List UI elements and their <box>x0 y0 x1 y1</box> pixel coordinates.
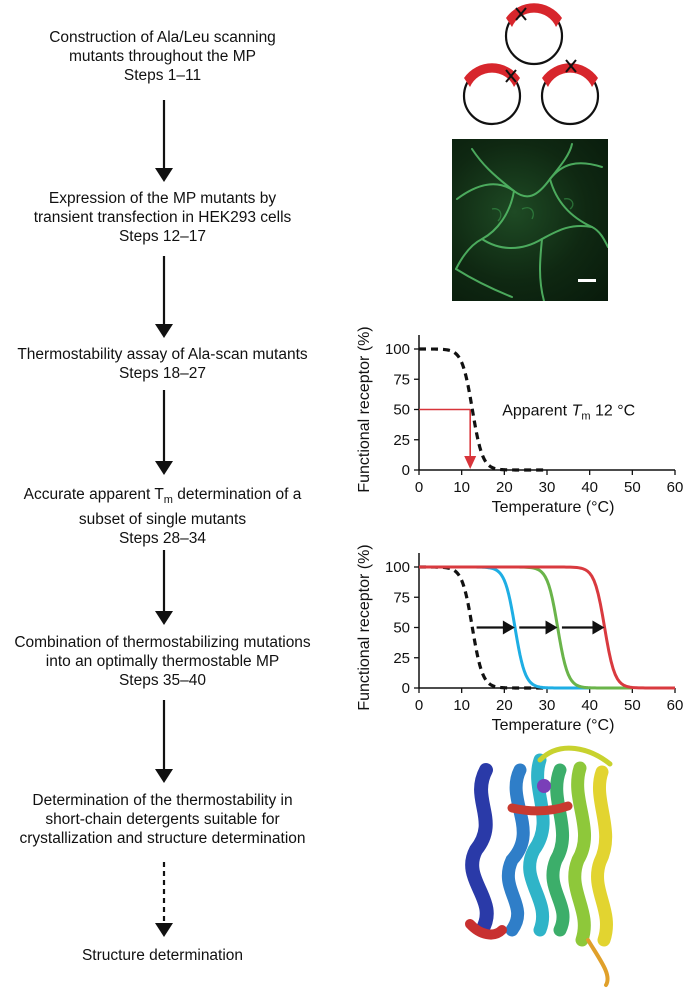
x-tick-label: 10 <box>453 479 470 496</box>
x-tick-label: 60 <box>667 479 684 496</box>
y-tick-label: 75 <box>393 371 410 388</box>
step-combination-steps: Steps 35–40 <box>118 672 207 689</box>
flow-arrow-3-head <box>155 461 173 475</box>
step-assay-steps: Steps 18–27 <box>118 365 207 382</box>
step-accurate-tm: Accurate apparent Tm determination of a … <box>0 485 325 548</box>
x-axis-label: Temperature (°C) <box>492 499 615 516</box>
step-detergents: Determination of the thermostability in … <box>0 791 325 848</box>
series-line-0 <box>419 347 547 472</box>
flow-arrow-2-head <box>155 324 173 338</box>
y-tick-label: 100 <box>385 559 410 576</box>
y-tick-label: 25 <box>393 432 410 449</box>
step-detergents-line1: Determination of the thermostability in <box>32 792 293 809</box>
plasmid-left <box>462 63 522 126</box>
y-tick-label: 75 <box>393 589 410 606</box>
apparent-tm-annotation: Apparent Tm 12 °C <box>502 403 635 423</box>
step-structure-line1: Structure determination <box>81 947 244 964</box>
step-combination-line1: Combination of thermostabilizing mutatio… <box>14 634 311 651</box>
y-tick-label: 0 <box>402 462 410 479</box>
flow-arrows <box>155 100 173 937</box>
y-tick-label: 50 <box>393 620 410 637</box>
ion-sphere <box>537 779 551 793</box>
step-detergents-line2: short-chain detergents suitable for <box>45 811 280 828</box>
shift-arrow-head-1 <box>545 620 558 635</box>
step-expression-line2: transient transfection in HEK293 cells <box>33 209 292 226</box>
step-tm-line1: Accurate apparent Tm determination of a <box>23 486 302 507</box>
x-tick-label: 10 <box>453 697 470 714</box>
flow-arrow-4-head <box>155 611 173 625</box>
y-axis-label: Functional receptor (%) <box>356 326 373 492</box>
chart-thermostabilized-curves: 0 10 20 30 40 50 60 0 25 50 75 100 Temperature (°C) F… <box>356 544 683 734</box>
plasmid-top <box>504 3 564 66</box>
step-thermostability-assay: Thermostability assay of Ala-scan mutant… <box>0 345 325 383</box>
y-tick-label: 0 <box>402 680 410 697</box>
series-line-0 <box>419 565 547 690</box>
flow-arrow-5-head <box>155 769 173 783</box>
x-tick-label: 50 <box>624 479 641 496</box>
x-tick-label: 60 <box>667 697 684 714</box>
x-tick-label: 20 <box>496 697 513 714</box>
x-tick-label: 30 <box>539 479 556 496</box>
step-combination-line2: into an optimally thermostable MP <box>45 653 280 670</box>
x-tick-label: 30 <box>539 697 556 714</box>
shift-arrow-head-2 <box>592 620 605 635</box>
x-tick-label: 40 <box>581 697 598 714</box>
x-tick-label: 50 <box>624 697 641 714</box>
x-tick-label: 20 <box>496 479 513 496</box>
cell-membranes <box>455 143 608 301</box>
scale-bar <box>578 279 596 282</box>
fluorescence-micrograph <box>452 139 608 301</box>
tm-arrow-head <box>464 456 477 469</box>
series-line-3 <box>419 565 675 690</box>
x-tick-label: 0 <box>415 697 423 714</box>
step-construction-steps: Steps 1–11 <box>123 67 202 84</box>
y-axis-label: Functional receptor (%) <box>356 544 373 710</box>
x-axis-label: Temperature (°C) <box>492 717 615 734</box>
step-tm-line2: subset of single mutants <box>78 511 247 529</box>
step-assay-line1: Thermostability assay of Ala-scan mutant… <box>17 346 308 363</box>
step-combination: Combination of thermostabilizing mutatio… <box>0 633 325 690</box>
step-construction: Construction of Ala/Leu scanning mutants… <box>0 28 325 85</box>
step-structure: Structure determination <box>0 946 325 965</box>
flow-arrow-6-head <box>155 923 173 937</box>
step-expression-line1: Expression of the MP mutants by <box>48 190 277 207</box>
y-tick-label: 50 <box>393 402 410 419</box>
y-tick-label: 25 <box>393 650 410 667</box>
step-construction-line2: mutants throughout the MP <box>69 48 256 65</box>
shift-arrow-head-0 <box>502 620 515 635</box>
x-tick-label: 0 <box>415 479 423 496</box>
plasmid-right <box>540 59 600 126</box>
flow-arrow-1-head <box>155 168 173 182</box>
step-tm-steps: Steps 28–34 <box>118 530 207 548</box>
step-detergents-line3: crystallization and structure determinat… <box>19 830 306 847</box>
y-tick-label: 100 <box>385 341 410 358</box>
step-expression-steps: Steps 12–17 <box>118 228 207 245</box>
plasmid-cluster <box>462 3 600 126</box>
x-tick-label: 40 <box>581 479 598 496</box>
chart-apparent-tm: 0 10 20 30 40 50 60 0 25 50 75 100 Temperature (°C) F… <box>356 326 683 516</box>
step-expression: Expression of the MP mutants by transien… <box>0 189 325 246</box>
protein-structure-ribbon <box>465 745 613 987</box>
step-construction-line1: Construction of Ala/Leu scanning <box>49 29 276 46</box>
